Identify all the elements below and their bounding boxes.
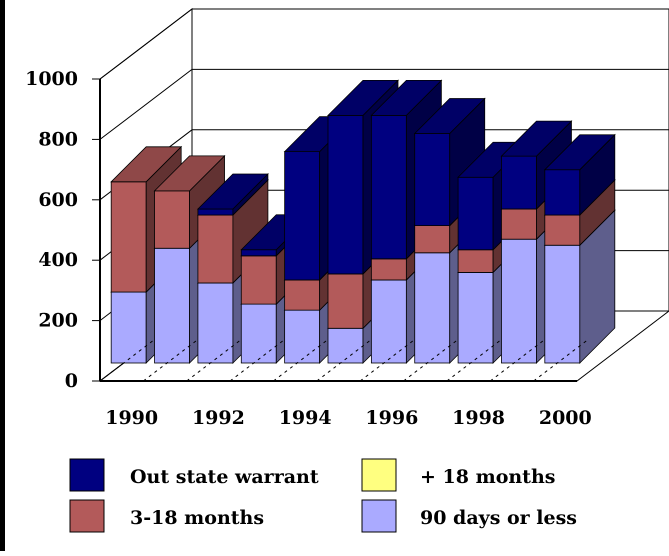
legend-label: 90 days or less bbox=[420, 507, 577, 529]
legend-swatch bbox=[69, 499, 105, 533]
legend-item: Out state warrant bbox=[69, 458, 319, 492]
y-tick-label: 1000 bbox=[25, 68, 78, 90]
y-tick-label: 0 bbox=[65, 370, 78, 392]
bar-front bbox=[197, 282, 234, 364]
bar-front bbox=[327, 273, 364, 329]
floor-divider bbox=[186, 338, 243, 382]
bar-front bbox=[110, 291, 147, 364]
bar-front bbox=[154, 190, 190, 249]
bar-top bbox=[110, 146, 183, 183]
legend-label: Out state warrant bbox=[130, 466, 319, 488]
y-axis-ticks: 0 200 400 600 800 1000 bbox=[25, 68, 577, 392]
x-tick-label: 2000 bbox=[539, 407, 592, 429]
bar-front bbox=[370, 258, 407, 281]
bar-top bbox=[153, 155, 226, 192]
bar-front bbox=[457, 271, 494, 364]
y-tick-label: 800 bbox=[38, 128, 78, 150]
floor-divider bbox=[359, 338, 416, 382]
bar-top bbox=[500, 120, 573, 157]
legend: Out state warrant + 18 months 3-18 months 9… bbox=[69, 458, 577, 533]
bar-front bbox=[544, 214, 581, 246]
legend-label: 3-18 months bbox=[130, 507, 264, 529]
bar-front bbox=[414, 225, 451, 254]
floor-divider bbox=[229, 338, 286, 382]
bar-front bbox=[544, 169, 581, 216]
bar-top bbox=[543, 134, 616, 171]
bar-front bbox=[544, 244, 581, 364]
x-tick-label: 1998 bbox=[452, 407, 505, 429]
x-axis-ticks: 1990 1992 1994 1996 1998 2000 bbox=[99, 338, 592, 429]
bar-front bbox=[501, 238, 537, 364]
bar-front bbox=[284, 309, 321, 364]
bar-front bbox=[501, 208, 537, 240]
floor-divider bbox=[99, 338, 156, 382]
legend-item: + 18 months bbox=[361, 458, 555, 492]
legend-swatch bbox=[361, 458, 397, 492]
bar-front bbox=[284, 151, 321, 281]
legend-item: 3-18 months bbox=[69, 499, 264, 533]
bar-top bbox=[413, 98, 486, 134]
floor-divider bbox=[273, 338, 329, 382]
x-tick-label: 1996 bbox=[365, 407, 418, 429]
floor-divider bbox=[316, 338, 373, 382]
bar-segment bbox=[196, 173, 269, 216]
floor-divider bbox=[446, 338, 503, 382]
x-tick-label: 1994 bbox=[279, 407, 332, 429]
bar-front bbox=[197, 208, 234, 216]
floor-divider bbox=[489, 338, 546, 382]
y-tick-label: 200 bbox=[38, 310, 78, 332]
bar-front bbox=[284, 279, 321, 311]
legend-label: + 18 months bbox=[420, 466, 555, 488]
bar-segment bbox=[543, 133, 616, 216]
bar-front bbox=[110, 181, 147, 293]
x-tick-label: 1990 bbox=[105, 407, 158, 429]
bar-top bbox=[327, 79, 399, 116]
legend-swatch bbox=[361, 499, 397, 533]
bar-top bbox=[196, 173, 269, 210]
legend-item: 90 days or less bbox=[361, 499, 577, 533]
left-border bbox=[0, 0, 5, 551]
bar-front bbox=[327, 114, 364, 275]
gridline bbox=[99, 68, 669, 140]
bar-front bbox=[370, 279, 407, 364]
floor-divider bbox=[533, 338, 590, 382]
bar-front bbox=[154, 247, 190, 364]
bar-front bbox=[240, 303, 277, 364]
bar-top bbox=[370, 79, 443, 116]
y-tick-label: 600 bbox=[38, 189, 78, 211]
bar-front bbox=[197, 214, 234, 284]
bar-front bbox=[457, 176, 494, 251]
bar-front bbox=[240, 255, 277, 305]
gridline bbox=[99, 8, 669, 80]
bar-front bbox=[240, 249, 277, 257]
floor-divider bbox=[143, 338, 199, 382]
bar-front bbox=[457, 249, 494, 273]
bar-front bbox=[370, 114, 407, 260]
bar-front bbox=[327, 327, 364, 364]
x-tick-label: 1992 bbox=[192, 407, 245, 429]
bar-front bbox=[414, 133, 451, 226]
bar-front bbox=[414, 252, 451, 364]
floor-divider bbox=[403, 338, 460, 382]
y-tick-label: 400 bbox=[38, 249, 78, 271]
bars bbox=[110, 79, 616, 364]
legend-swatch bbox=[69, 458, 105, 492]
bar-front bbox=[501, 155, 537, 210]
